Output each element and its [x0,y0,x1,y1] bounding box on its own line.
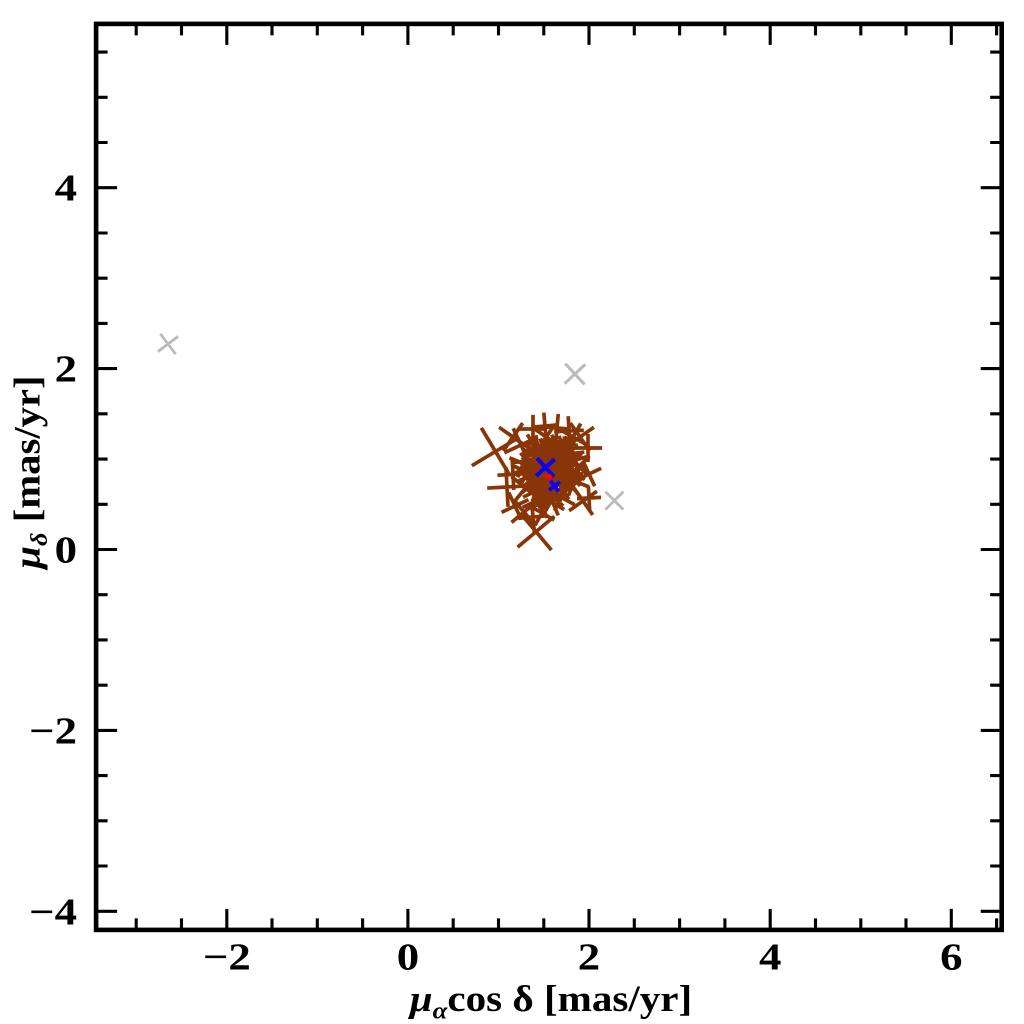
svg-text:μαcos δ [mas/yr]: μαcos δ [mas/yr] [408,979,692,1024]
svg-text:6: 6 [940,936,962,978]
svg-text:0: 0 [397,936,419,978]
svg-text:4: 4 [759,936,781,978]
svg-text:4: 4 [55,167,77,209]
svg-text:−2: −2 [29,710,77,752]
svg-text:−4: −4 [29,890,77,932]
svg-text:μδ [mas/yr]: μδ [mas/yr] [7,375,53,570]
svg-text:0: 0 [55,529,77,571]
svg-text:−2: −2 [203,936,251,978]
svg-text:2: 2 [578,936,600,978]
svg-text:2: 2 [55,348,77,390]
